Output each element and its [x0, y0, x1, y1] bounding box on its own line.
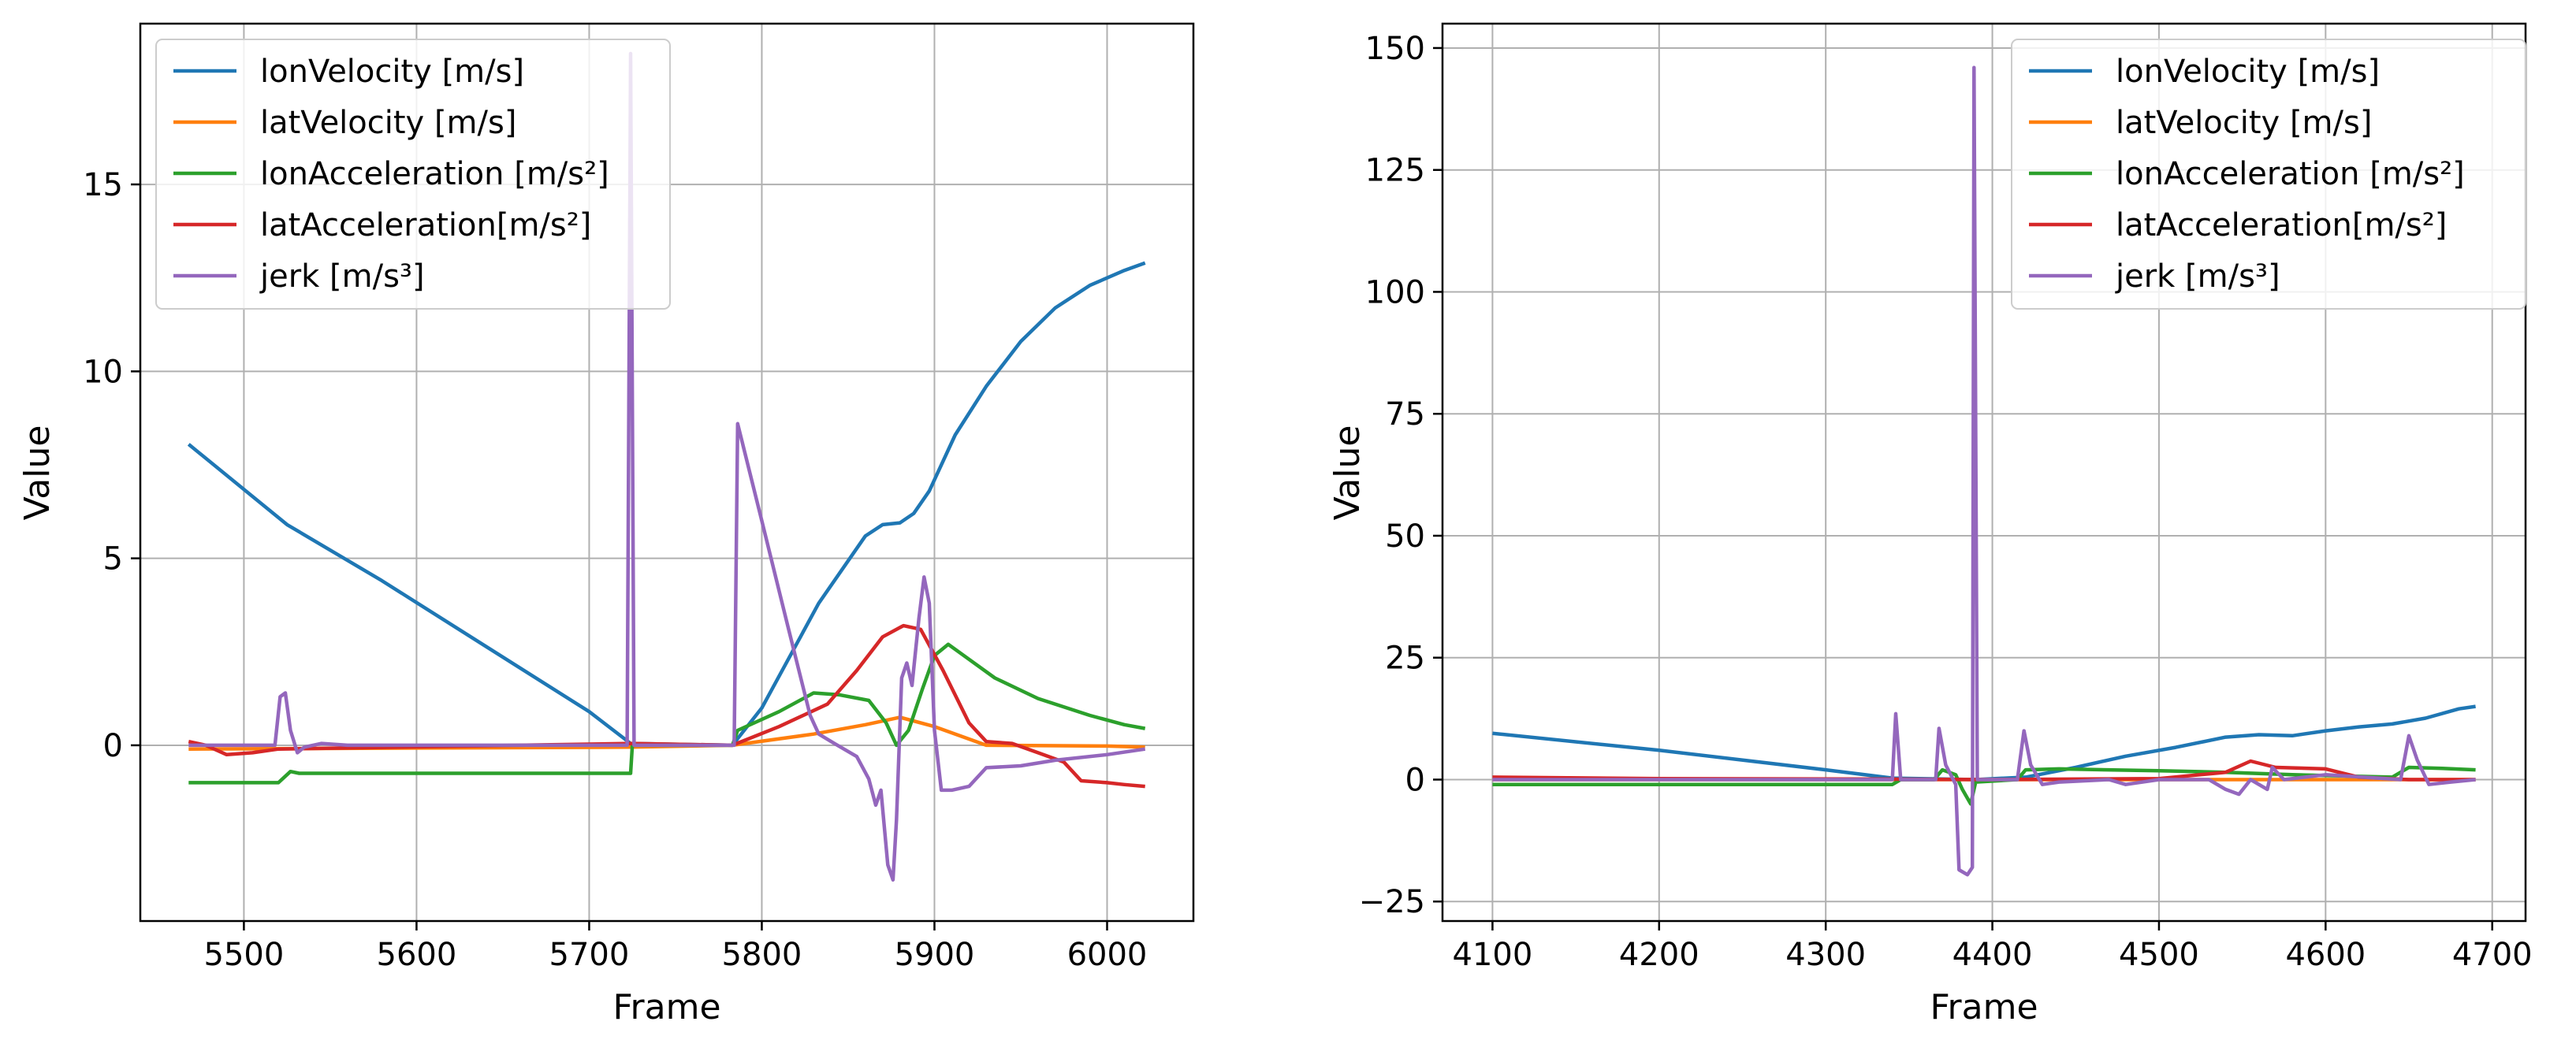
left-legend-label-3: latAcceleration[m/s²] — [260, 207, 591, 243]
left-series-line-0 — [187, 261, 1146, 748]
right-legend-label-0: lonVelocity [m/s] — [2116, 54, 2380, 90]
right-legend-label-1: latVelocity [m/s] — [2116, 105, 2372, 141]
left-legend-box — [155, 39, 671, 310]
left-legend[interactable]: lonVelocity [m/s] latVelocity [m/s] lonAcc… — [155, 39, 671, 310]
left-legend-label-1: latVelocity [m/s] — [260, 105, 516, 141]
right-series-line-0 — [1492, 704, 2476, 782]
left-x-tick-label: 5700 — [549, 937, 630, 973]
left-legend-label-4: jerk [m/s³] — [259, 258, 425, 295]
right-y-tick-label: 50 — [1385, 518, 1425, 555]
left-x-tick-label: 5800 — [722, 937, 802, 973]
right-series-line-2 — [1492, 765, 2476, 806]
right-y-tick-label: 25 — [1385, 641, 1425, 677]
right-legend-label-3: latAcceleration[m/s²] — [2116, 207, 2447, 243]
left-y-tick-label: 15 — [83, 167, 123, 203]
right-y-tick-label: 0 — [1405, 762, 1425, 798]
right-x-tick-label: 4300 — [1785, 937, 1866, 973]
right-legend-box — [2011, 39, 2526, 310]
left-series-line-4 — [188, 51, 1146, 882]
right-x-axis-label: Frame — [1930, 987, 2038, 1027]
right-x-tick-label: 4200 — [1619, 937, 1699, 973]
right-grid — [1442, 24, 2526, 921]
left-x-tick-label: 6000 — [1067, 937, 1148, 973]
right-legend-label-2: lonAcceleration [m/s²] — [2116, 156, 2465, 192]
left-x-ticks: 5500 5600 5700 5800 5900 6000 — [204, 921, 1148, 973]
chart-left: 5500 5600 5700 5800 5900 6000 0 5 10 15 Frame Va… — [17, 22, 1195, 1027]
right-plot-frame — [1441, 22, 2527, 923]
left-series-lines — [187, 51, 1146, 882]
right-x-tick-label: 4600 — [2285, 937, 2366, 973]
left-x-tick-label: 5600 — [377, 937, 457, 973]
left-y-tick-label: 5 — [103, 541, 123, 578]
right-y-ticks: −25 0 25 50 75 100 125 150 — [1359, 31, 1442, 920]
chart-right: 4100 4200 4300 4400 4500 4600 4700 −25 0 25 50 75 1… — [1327, 22, 2533, 1027]
right-x-tick-label: 4100 — [1453, 937, 1533, 973]
right-y-tick-label: 150 — [1365, 31, 1425, 67]
right-y-axis-label: Value — [1327, 425, 1368, 521]
right-series-line-4 — [1492, 65, 2476, 877]
left-series-line-2 — [188, 642, 1146, 785]
left-series-line-3 — [188, 623, 1145, 789]
left-x-tick-label: 5500 — [204, 937, 285, 973]
right-y-tick-label: 75 — [1385, 396, 1425, 433]
left-y-axis-label: Value — [17, 425, 58, 521]
left-y-tick-label: 10 — [83, 354, 123, 390]
right-x-tick-label: 4700 — [2452, 937, 2533, 973]
right-x-tick-label: 4500 — [2119, 937, 2199, 973]
left-legend-label-0: lonVelocity [m/s] — [260, 54, 524, 90]
left-y-ticks: 0 5 10 15 — [83, 167, 140, 764]
right-x-tick-label: 4400 — [1952, 937, 2033, 973]
right-series-lines — [1492, 65, 2476, 877]
right-y-tick-label: −25 — [1359, 884, 1425, 920]
right-x-ticks: 4100 4200 4300 4400 4500 4600 4700 — [1453, 921, 2533, 973]
left-legend-label-2: lonAcceleration [m/s²] — [260, 156, 609, 192]
left-plot-frame — [139, 22, 1195, 923]
left-x-tick-label: 5900 — [895, 937, 975, 973]
right-y-tick-label: 125 — [1365, 153, 1425, 189]
right-legend-label-4: jerk [m/s³] — [2115, 258, 2280, 295]
left-y-tick-label: 0 — [103, 728, 123, 764]
left-x-axis-label: Frame — [612, 987, 720, 1027]
right-y-tick-label: 100 — [1365, 274, 1425, 310]
right-legend[interactable]: lonVelocity [m/s] latVelocity [m/s] lonAcc… — [2011, 39, 2526, 310]
